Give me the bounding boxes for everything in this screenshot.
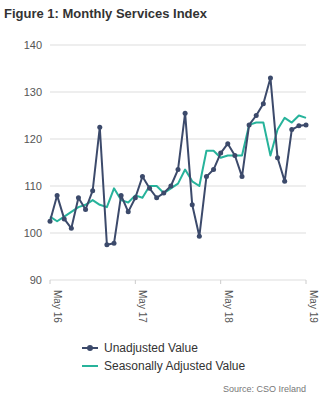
series-marker [168, 184, 173, 189]
series-marker [55, 193, 60, 198]
source: Source: CSO Ireland [223, 384, 306, 394]
chart: Figure 1: Monthly Services Index 90 100 110… [0, 0, 320, 400]
x-tick [220, 280, 221, 284]
series-marker [289, 127, 294, 132]
plot-area [48, 75, 309, 247]
title: Figure 1: Monthly Services Index [4, 6, 208, 21]
series-marker [282, 179, 287, 184]
series-marker [268, 75, 273, 80]
legend-swatch [82, 365, 98, 367]
series-marker [69, 226, 74, 231]
series-marker [261, 101, 266, 106]
series-marker [218, 151, 223, 156]
x-tick [50, 280, 51, 284]
series-marker [140, 174, 145, 179]
x-tick [135, 280, 136, 284]
series-marker [296, 123, 301, 128]
x-tick-label: May 17 [137, 290, 148, 323]
series-marker [76, 195, 81, 200]
series-marker [126, 209, 131, 214]
series-marker [254, 113, 259, 118]
y-tick-label: 130 [24, 86, 42, 98]
series-marker [133, 195, 138, 200]
grid-line [50, 45, 306, 46]
series-marker [119, 193, 124, 198]
x-tick [306, 280, 307, 284]
series-marker [62, 216, 67, 221]
series-marker [183, 111, 188, 116]
series-marker [48, 219, 53, 224]
legend-label: Unadjusted Value [104, 341, 198, 355]
series-marker [275, 155, 280, 160]
x-tick-label: May 18 [223, 290, 234, 323]
series-marker [304, 122, 309, 127]
legend-marker [87, 345, 93, 351]
series-marker [154, 195, 159, 200]
series-line [50, 78, 306, 245]
series-line [50, 116, 306, 222]
series-marker [197, 234, 202, 239]
y-tick-label: 140 [24, 39, 42, 51]
grid-line [50, 280, 306, 281]
series-marker [104, 242, 109, 247]
grid-line [50, 233, 306, 234]
x-tick-label: May 16 [52, 290, 63, 323]
y-tick-label: 90 [30, 274, 42, 286]
series-marker [211, 167, 216, 172]
x-tick-label: May 19 [308, 290, 319, 323]
series-marker [204, 174, 209, 179]
series-marker [225, 141, 230, 146]
series-marker [161, 191, 166, 196]
series-marker [90, 188, 95, 193]
series-marker [190, 202, 195, 207]
series-marker [147, 186, 152, 191]
series-marker [83, 207, 88, 212]
series-marker [232, 153, 237, 158]
y-tick-label: 120 [24, 133, 42, 145]
series-marker [112, 241, 117, 246]
series-marker [176, 167, 181, 172]
grid-line [50, 186, 306, 187]
y-tick-label: 100 [24, 227, 42, 239]
legend-label: Seasonally Adjusted Value [104, 359, 246, 373]
series-marker [240, 174, 245, 179]
series-marker [247, 122, 252, 127]
series-marker [97, 125, 102, 130]
y-tick-label: 110 [24, 180, 42, 192]
